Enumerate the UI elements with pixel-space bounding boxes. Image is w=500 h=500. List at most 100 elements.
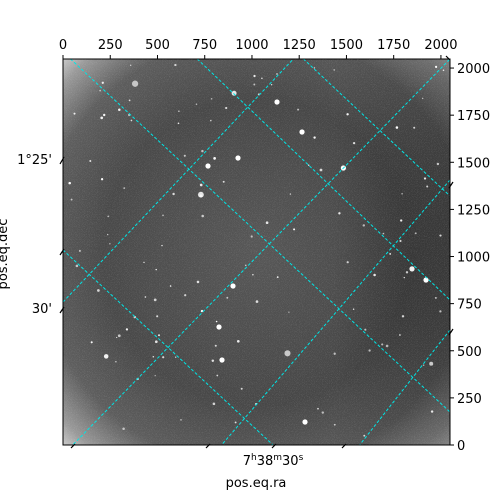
star	[115, 360, 117, 363]
dec-tick-mark	[59, 156, 65, 165]
star	[196, 280, 200, 284]
y-tick-label: 1500	[457, 156, 490, 171]
star	[152, 355, 155, 358]
star	[130, 119, 133, 122]
star	[382, 232, 385, 235]
star	[363, 434, 366, 437]
coordinate-grid	[63, 59, 450, 445]
x-tick-label: 1750	[377, 38, 410, 53]
right-axis: 0 250 500 750 1000 1250 1500 1750 2000	[450, 62, 490, 454]
star	[436, 162, 440, 166]
x-tick-label: 0	[59, 38, 67, 53]
grid-line	[69, 59, 450, 413]
star	[403, 276, 406, 279]
dec-tick-label: 30'	[32, 302, 52, 317]
star	[128, 99, 131, 102]
y-tick-label: 1750	[457, 109, 490, 124]
star	[423, 277, 429, 283]
star	[255, 300, 259, 303]
world-tick-mark	[448, 328, 454, 336]
star	[155, 268, 157, 271]
star	[100, 178, 104, 181]
y-tick-label: 0	[457, 439, 465, 454]
star	[100, 116, 104, 120]
star	[161, 244, 163, 247]
y-tick-label: 2000	[457, 62, 490, 77]
star	[439, 310, 442, 313]
star	[313, 136, 316, 139]
star	[414, 232, 417, 235]
star	[215, 320, 218, 323]
star	[97, 289, 100, 292]
x-tick-label: 500	[145, 38, 170, 53]
star	[219, 357, 225, 363]
top-axis: 0 250 500 750 1000 1250 1500 1750 2000	[59, 38, 457, 59]
star	[116, 336, 118, 339]
star	[253, 83, 256, 86]
right-world-ticks	[445, 55, 454, 336]
star	[195, 103, 198, 105]
star	[162, 214, 164, 217]
star	[123, 187, 126, 189]
star	[236, 339, 240, 343]
star	[73, 112, 76, 115]
star	[389, 252, 392, 255]
star	[205, 163, 211, 169]
star	[423, 177, 427, 180]
star	[78, 249, 81, 252]
star	[317, 407, 319, 410]
world-tick-mark	[445, 55, 451, 61]
star	[250, 235, 253, 238]
star	[199, 183, 203, 187]
star	[90, 341, 93, 344]
star	[216, 324, 222, 330]
star	[143, 261, 145, 264]
world-tick-mark	[448, 181, 454, 189]
star	[103, 354, 109, 359]
star	[321, 411, 324, 414]
star	[172, 192, 175, 196]
y-tick-label: 1250	[457, 203, 490, 218]
star	[288, 311, 290, 313]
star	[308, 164, 310, 166]
x-tick-label: 1250	[283, 38, 316, 53]
star	[125, 328, 129, 331]
star	[289, 193, 292, 195]
star	[338, 212, 341, 215]
star	[184, 294, 187, 297]
star	[399, 239, 402, 243]
star	[265, 221, 269, 225]
star	[231, 90, 237, 96]
x-tick-label: 1000	[235, 38, 268, 53]
star	[122, 427, 125, 430]
star	[293, 228, 296, 231]
star	[210, 98, 213, 100]
star	[156, 315, 159, 318]
star	[154, 374, 156, 377]
star	[235, 155, 241, 161]
star	[352, 308, 355, 310]
star	[89, 159, 92, 163]
star	[107, 233, 109, 236]
star	[346, 261, 349, 264]
grid-line	[302, 59, 450, 197]
star	[395, 126, 399, 129]
grid-line	[63, 249, 274, 445]
star	[364, 328, 367, 331]
star	[118, 108, 121, 111]
star	[213, 157, 216, 160]
star	[252, 273, 254, 276]
star	[175, 356, 177, 358]
x-axis-label: pos.eq.ra	[226, 476, 287, 491]
star	[144, 296, 147, 298]
star	[103, 113, 106, 117]
star	[201, 214, 204, 218]
star	[430, 410, 434, 413]
star	[225, 106, 228, 110]
x-tick-label: 2000	[424, 38, 457, 53]
star	[214, 344, 217, 347]
dec-tick-mark	[59, 306, 65, 314]
star	[117, 334, 121, 338]
ra-tick-label: 7h38m30s	[243, 453, 304, 469]
